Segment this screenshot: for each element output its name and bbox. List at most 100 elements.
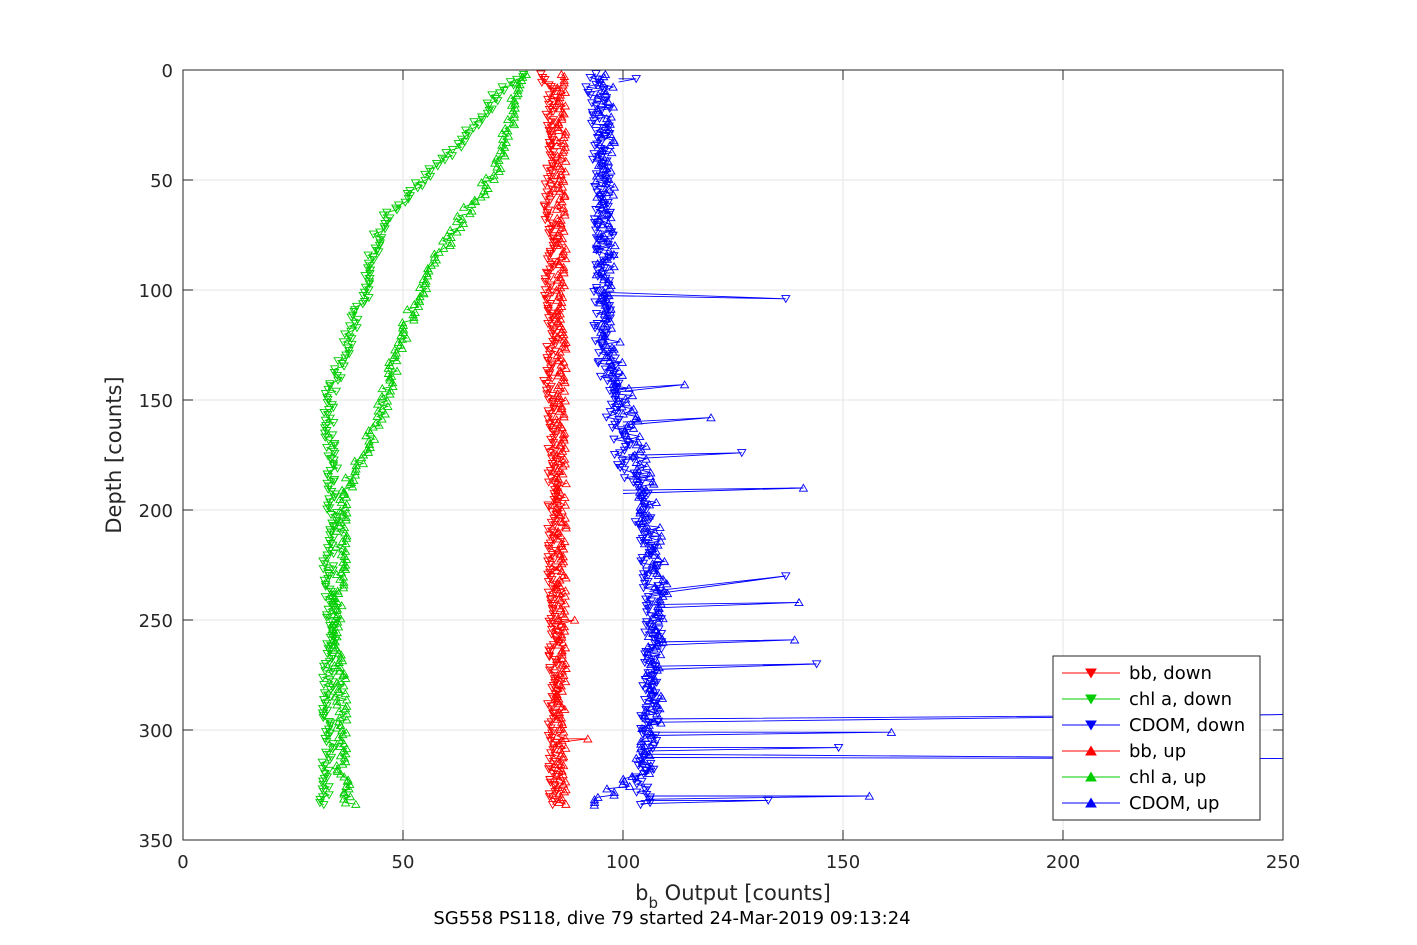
data-point (608, 82, 618, 91)
data-point (333, 376, 343, 385)
data-point (556, 215, 566, 224)
data-point (606, 323, 617, 332)
data-point (620, 458, 631, 467)
data-point (649, 685, 659, 694)
data-point (553, 425, 564, 434)
x-tick-label: 250 (1266, 852, 1300, 873)
data-point (654, 625, 664, 634)
data-point (339, 551, 350, 560)
data-point (339, 362, 349, 371)
data-point (543, 525, 553, 534)
data-point (604, 104, 615, 113)
data-point (554, 699, 565, 708)
data-point (543, 765, 554, 774)
data-point (604, 124, 614, 133)
data-point (642, 653, 652, 662)
legend-entry: bb, up (1062, 741, 1186, 762)
data-point (593, 106, 603, 115)
data-point (619, 474, 630, 483)
data-point (543, 553, 554, 562)
data-point (341, 749, 351, 758)
data-point (395, 340, 406, 349)
data-point (553, 526, 563, 535)
data-point (638, 559, 649, 568)
data-point (641, 521, 652, 530)
data-point (456, 143, 467, 152)
data-point (558, 727, 569, 736)
data-point (654, 607, 664, 616)
data-point (554, 710, 564, 719)
x-axis-ticks: 0 50 100 150 200 250 (177, 70, 1300, 873)
data-point (550, 441, 561, 450)
data-point (338, 572, 349, 581)
data-point (656, 645, 667, 654)
data-point (605, 408, 616, 417)
data-point (359, 298, 370, 307)
data-point (640, 733, 651, 742)
data-point (544, 790, 555, 799)
data-point (385, 214, 395, 223)
data-point (612, 409, 622, 419)
data-point (542, 255, 553, 264)
data-point (560, 677, 571, 686)
data-point (341, 715, 352, 724)
data-point (646, 680, 657, 689)
data-point (500, 123, 511, 132)
data-point (539, 377, 549, 386)
data-point (322, 691, 333, 700)
data-point (477, 116, 487, 125)
data-point (331, 542, 341, 551)
data-point (544, 793, 555, 802)
data-point (643, 532, 653, 541)
data-point (595, 132, 606, 141)
data-point (555, 283, 566, 292)
data-point (592, 104, 603, 113)
data-point (322, 470, 333, 479)
data-point (468, 124, 479, 133)
data-point (557, 517, 568, 527)
data-point (604, 174, 614, 183)
data-point (341, 515, 351, 524)
data-point (553, 270, 563, 279)
data-point (642, 548, 653, 558)
data-point (599, 231, 609, 240)
data-point (639, 658, 650, 668)
data-point (595, 372, 606, 381)
data-point (590, 337, 601, 346)
data-point (652, 568, 662, 577)
data-point (542, 188, 552, 197)
data-point (559, 330, 569, 339)
data-point (487, 105, 497, 114)
data-point (331, 517, 342, 526)
data-point (560, 87, 571, 96)
data-point (606, 148, 617, 157)
data-point (509, 96, 520, 105)
data-point (544, 666, 555, 675)
data-point (386, 371, 397, 380)
data-point (328, 523, 339, 532)
data-point (639, 579, 650, 589)
data-point (338, 557, 348, 566)
data-point (623, 435, 634, 444)
data-point (465, 208, 475, 218)
data-point (557, 719, 568, 728)
data-point (642, 526, 653, 535)
legend-label: bb, up (1129, 741, 1186, 762)
data-point (559, 704, 570, 713)
data-point (336, 374, 346, 383)
data-point (547, 160, 558, 169)
data-point (489, 174, 499, 183)
data-point (387, 378, 398, 387)
data-point (601, 413, 612, 422)
data-point (657, 634, 668, 643)
data-point (591, 284, 602, 293)
data-point (502, 126, 513, 135)
data-point (323, 385, 333, 394)
data-point (362, 264, 373, 273)
data-point (376, 234, 387, 243)
data-point (597, 143, 608, 152)
data-point (329, 598, 339, 607)
data-point (320, 582, 331, 592)
data-point (503, 114, 513, 123)
data-point (560, 130, 570, 139)
